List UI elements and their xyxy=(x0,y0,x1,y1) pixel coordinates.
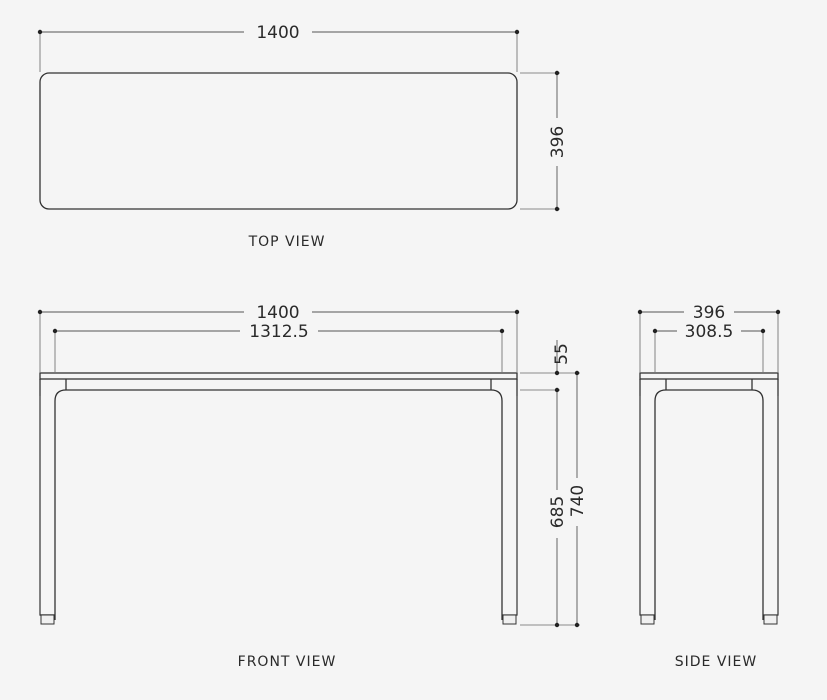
front-inner-width-label: 1312.5 xyxy=(249,322,308,342)
side-right-leg xyxy=(763,396,779,616)
front-apron xyxy=(54,389,503,620)
side-inner-depth-dimension: 308.5 xyxy=(652,322,766,372)
side-inner-depth-label: 308.5 xyxy=(685,322,734,342)
front-overall-width-dimension: 1400 xyxy=(37,303,520,372)
top-depth-dimension: 396 xyxy=(520,70,568,212)
front-view-table xyxy=(39,372,518,625)
front-overall-width-label: 1400 xyxy=(256,303,299,323)
front-overall-height-label: 740 xyxy=(568,485,588,517)
side-left-foot xyxy=(640,614,655,625)
side-tabletop xyxy=(639,372,779,380)
front-right-leg xyxy=(502,396,518,616)
front-tabletop xyxy=(39,372,518,380)
top-view: 1400 396 TOP VIEW xyxy=(37,23,568,250)
front-view: 1400 1312.5 xyxy=(37,303,588,670)
side-apron xyxy=(654,389,764,620)
front-left-leg xyxy=(39,396,55,616)
front-left-foot xyxy=(40,614,55,625)
front-right-foot xyxy=(502,614,517,625)
side-right-foot xyxy=(763,614,778,625)
front-top-thickness-label: 55 xyxy=(552,343,572,365)
side-left-leg xyxy=(639,396,655,616)
top-depth-label: 396 xyxy=(548,126,568,158)
top-width-dimension: 1400 xyxy=(37,23,520,72)
front-leg-height-label: 685 xyxy=(548,496,568,528)
front-view-label: FRONT VIEW xyxy=(238,654,337,670)
side-overall-depth-label: 396 xyxy=(693,303,725,323)
side-view-label: SIDE VIEW xyxy=(675,654,758,670)
top-view-tabletop xyxy=(39,72,518,210)
side-overall-depth-dimension: 396 xyxy=(637,303,781,372)
side-view-table xyxy=(639,372,779,625)
top-view-label: TOP VIEW xyxy=(248,234,326,250)
front-height-dimensions: 55 685 740 xyxy=(520,340,588,628)
top-width-label: 1400 xyxy=(256,23,299,43)
side-view: 396 308.5 SIDE VIEW xyxy=(637,303,781,670)
front-inner-width-dimension: 1312.5 xyxy=(52,322,505,372)
